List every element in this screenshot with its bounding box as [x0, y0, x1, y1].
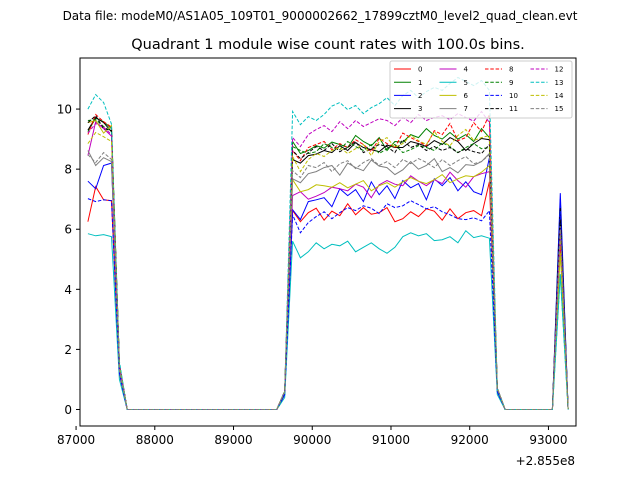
y-tick-label: 0 — [64, 403, 72, 417]
plot-frame — [79, 57, 577, 427]
x-tick-label: 88000 — [136, 433, 174, 447]
legend-label-5: 5 — [464, 79, 468, 87]
legend-label-13: 13 — [555, 79, 564, 87]
legend-label-0: 0 — [418, 66, 422, 74]
plot-lines — [87, 76, 569, 410]
series-line-11 — [87, 114, 569, 410]
legend-label-10: 10 — [509, 92, 518, 100]
series-line-15 — [87, 151, 569, 410]
legend-label-9: 9 — [509, 79, 513, 87]
legend-label-1: 1 — [418, 79, 422, 87]
legend-box — [389, 60, 573, 119]
x-offset-label: +2.855e8 — [516, 454, 575, 468]
x-tick-label: 92000 — [451, 433, 489, 447]
y-axis: 0 2 4 6 8 10 — [57, 103, 80, 417]
series-line-12 — [87, 110, 569, 410]
legend-label-7: 7 — [464, 105, 468, 113]
chart-suptitle: Data file: modeM0/AS1A05_109T01_90000026… — [63, 9, 578, 23]
series-line-5 — [87, 229, 569, 410]
y-tick-label: 10 — [57, 103, 72, 117]
legend-label-4: 4 — [464, 66, 469, 74]
x-axis: 87000 88000 89000 90000 91000 92000 93000 — [57, 426, 568, 447]
legend-label-11: 11 — [509, 105, 518, 113]
x-tick-label: 93000 — [529, 433, 567, 447]
y-tick-label: 2 — [64, 343, 72, 357]
legend-label-2: 2 — [418, 92, 422, 100]
x-tick-label: 90000 — [293, 433, 331, 447]
x-tick-label: 89000 — [214, 433, 252, 447]
legend-label-3: 3 — [418, 105, 422, 113]
x-tick-label: 87000 — [57, 433, 95, 447]
legend-label-12: 12 — [555, 66, 564, 74]
y-tick-label: 6 — [64, 223, 72, 237]
legend-label-15: 15 — [555, 105, 564, 113]
y-tick-label: 4 — [64, 283, 72, 297]
legend-label-14: 14 — [555, 92, 564, 100]
legend-label-6: 6 — [464, 92, 469, 100]
series-line-10 — [87, 198, 569, 410]
x-tick-label: 91000 — [372, 433, 410, 447]
legend-label-8: 8 — [509, 66, 513, 74]
y-tick-label: 8 — [64, 163, 72, 177]
chart-title: Quadrant 1 module wise count rates with … — [131, 37, 525, 53]
